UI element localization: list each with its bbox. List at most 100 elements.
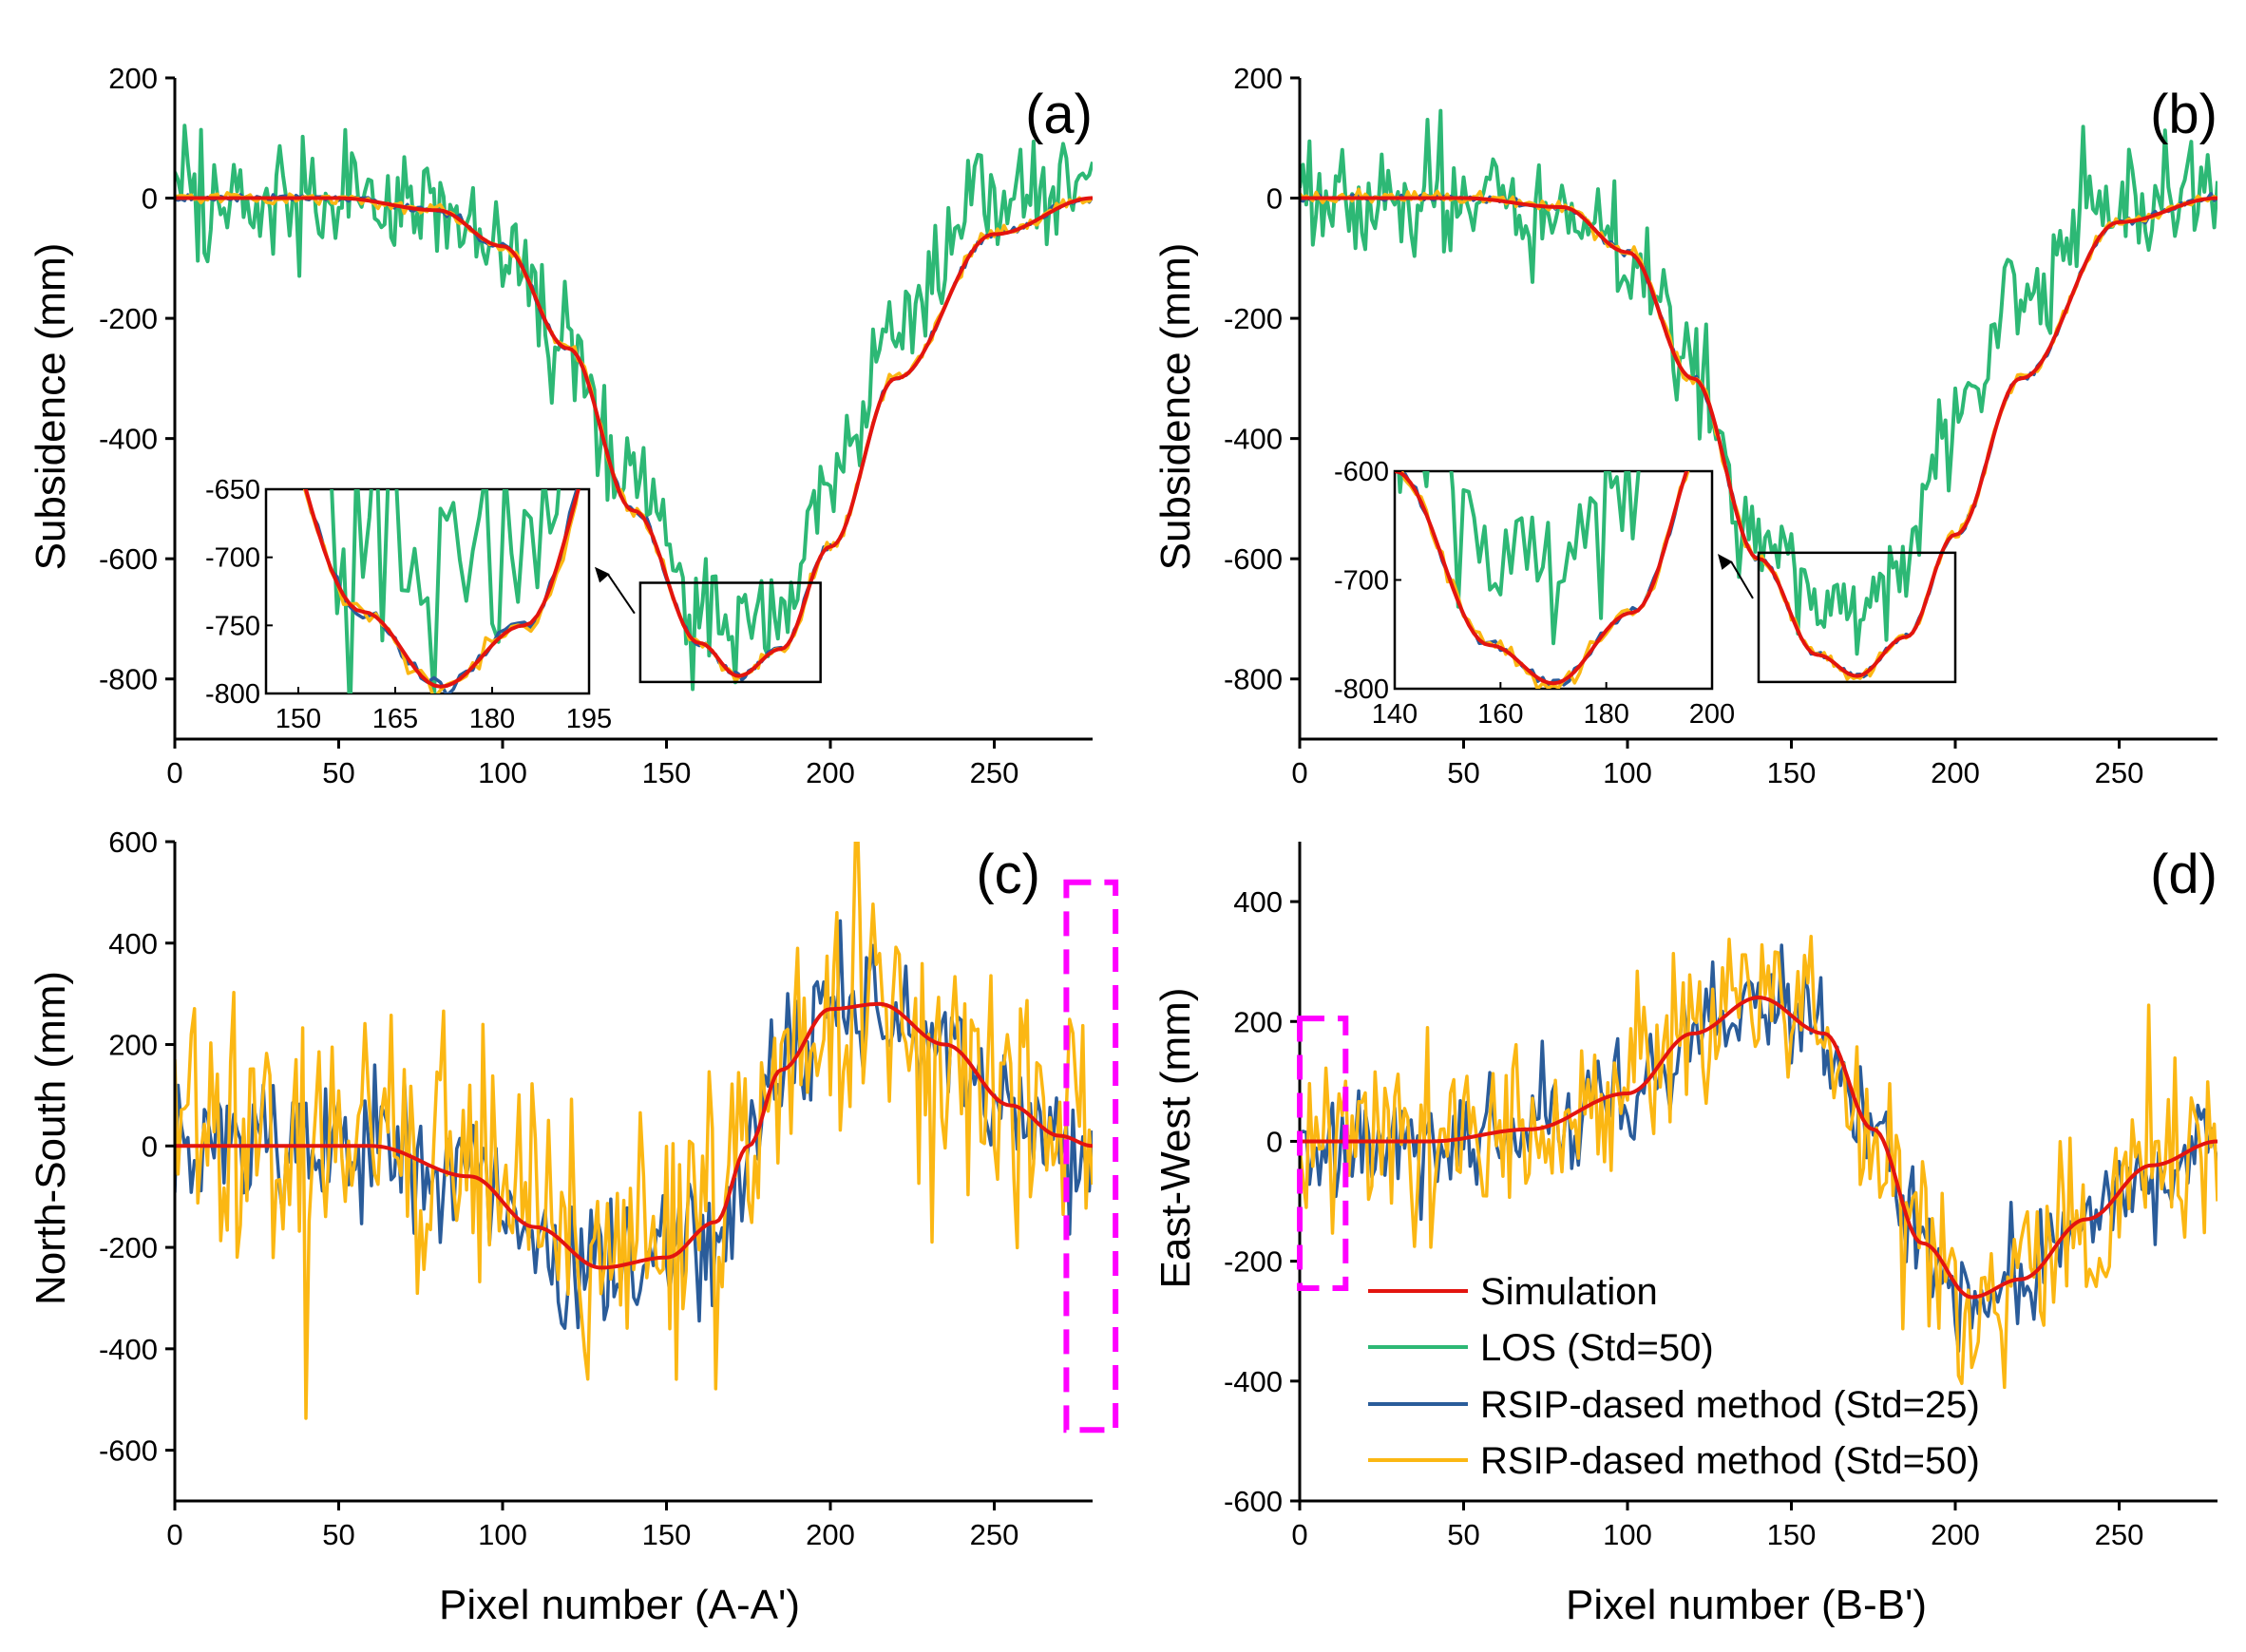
x-tick-label-a-100: 100	[478, 756, 527, 789]
x-tick-label-d-50: 50	[1447, 1518, 1479, 1551]
panel-d-plot	[1298, 842, 2217, 1503]
y-tick-label-b--200: -200	[1224, 302, 1283, 335]
inset-series-los-a	[330, 489, 562, 693]
legend-label-simulation: Simulation	[1480, 1271, 1658, 1313]
x-tick-label-a-50: 50	[322, 756, 354, 789]
inset-frame-b	[1393, 469, 1714, 691]
x-tick-label-a-200: 200	[806, 756, 855, 789]
highlight-box-d	[1297, 1016, 1349, 1292]
x-tick-label-b-200: 200	[1931, 756, 1980, 789]
panel-d-ticks: 0 50 100 150 200 250 400 200 0 -200 -400 -600	[1224, 885, 2143, 1551]
x-tick-label-d-200: 200	[1931, 1518, 1980, 1551]
y-tick-label-c--600: -600	[99, 1434, 158, 1468]
inset-arrow-head-a	[595, 566, 610, 583]
panel-d-label: (d)	[2150, 844, 2217, 905]
panel-d-series	[1300, 934, 2217, 1390]
y-tick-label-c-0: 0	[142, 1130, 158, 1163]
x-tick-label-c-200: 200	[806, 1518, 855, 1551]
y-tick-label-b--400: -400	[1224, 423, 1283, 456]
highlight-box-c	[1063, 879, 1119, 1434]
panel-d-xlabel: Pixel number (B-B')	[1566, 1582, 1927, 1628]
inset-x-tick-label-a-150: 150	[276, 704, 321, 734]
inset-frame-a	[264, 487, 591, 695]
panel-a-label: (a)	[1025, 84, 1093, 145]
x-tick-label-b-0: 0	[1291, 756, 1307, 789]
legend: Simulation LOS (Std=50) RSIP-dased metho…	[1368, 1271, 1980, 1482]
panel-b-ticks: 0 50 100 150 200 250 200 0 -200 -400 -600 -800	[1224, 62, 2143, 789]
inset-x-tick-label-b-200: 200	[1689, 699, 1735, 730]
y-tick-label-a--200: -200	[99, 302, 158, 335]
x-tick-label-a-250: 250	[970, 756, 1019, 789]
panel-a-plot	[173, 78, 1093, 741]
zoom-box-b	[1757, 551, 1957, 684]
inset-y-tick-label-a--700: -700	[205, 543, 260, 574]
y-tick-label-c--200: -200	[99, 1231, 158, 1264]
series-simulation-d	[1300, 996, 2217, 1300]
inset-y-tick-label-b--800: -800	[1334, 674, 1389, 705]
series-simulation-c	[175, 1001, 1093, 1270]
y-tick-label-b--600: -600	[1224, 542, 1283, 576]
panel-a-ticks: 0 50 100 150 200 250 200 0 -200 -400 -600 -800	[99, 62, 1018, 789]
inset-series-a	[302, 489, 581, 693]
panel-b-label: (b)	[2150, 84, 2217, 145]
inset-y-tick-label-a--750: -750	[205, 611, 260, 641]
x-tick-label-c-0: 0	[166, 1518, 182, 1551]
zoom-box-a	[638, 581, 822, 684]
panel-c-ylabel: North-South (mm)	[28, 971, 74, 1305]
y-tick-label-c-600: 600	[108, 826, 158, 859]
x-tick-label-d-100: 100	[1603, 1518, 1652, 1551]
y-tick-label-b--800: -800	[1224, 663, 1283, 696]
y-tick-label-a--600: -600	[99, 542, 158, 576]
y-tick-label-c--400: -400	[99, 1333, 158, 1366]
panel-d: 0 50 100 150 200 250 400 200 0 -200 -400 -600 (d) E…	[1152, 842, 2217, 1628]
y-tick-label-d--400: -400	[1224, 1365, 1283, 1398]
y-tick-label-c-200: 200	[108, 1029, 158, 1062]
panel-c: 0 50 100 150 200 250 600 400 200 0 -200 -400 -600 (c…	[28, 826, 1119, 1628]
x-tick-label-a-150: 150	[642, 756, 692, 789]
y-tick-label-b-0: 0	[1266, 182, 1283, 216]
x-tick-label-b-250: 250	[2095, 756, 2144, 789]
x-tick-label-c-150: 150	[642, 1518, 692, 1551]
panel-a-ylabel: Subsidence (mm)	[28, 243, 74, 571]
x-tick-label-b-100: 100	[1603, 756, 1652, 789]
series-rsip50-d	[1300, 934, 2217, 1390]
inset-arrow-line-a	[607, 574, 636, 615]
x-tick-label-c-100: 100	[478, 1518, 527, 1551]
inset-arrow-head-b	[1718, 554, 1733, 570]
y-tick-label-d--200: -200	[1224, 1245, 1283, 1279]
y-tick-label-a-200: 200	[108, 62, 158, 95]
inset-x-tick-label-a-165: 165	[372, 704, 418, 734]
y-tick-label-d-400: 400	[1233, 885, 1283, 919]
panel-c-label: (c)	[976, 844, 1040, 905]
inset-series-b	[1395, 471, 1690, 689]
y-tick-label-a--800: -800	[99, 663, 158, 696]
panel-b-ylabel: Subsidence (mm)	[1152, 243, 1199, 571]
inset-y-tick-label-b--600: -600	[1334, 457, 1389, 487]
panel-b-inset: 140 160 180 200 -600 -700 -800	[1334, 457, 1754, 730]
panel-a-series	[175, 123, 1093, 692]
inset-y-tick-label-a--800: -800	[205, 679, 260, 710]
y-tick-label-a--400: -400	[99, 423, 158, 456]
inset-x-tick-label-b-180: 180	[1583, 699, 1628, 730]
series-rsip50-c	[175, 842, 1093, 1420]
x-tick-label-d-250: 250	[2095, 1518, 2144, 1551]
panel-d-ylabel: East-West (mm)	[1152, 988, 1199, 1289]
inset-x-tick-label-a-195: 195	[566, 704, 612, 734]
panel-c-series	[175, 842, 1093, 1420]
y-tick-label-d--600: -600	[1224, 1485, 1283, 1518]
x-tick-label-b-50: 50	[1447, 756, 1479, 789]
x-tick-label-a-0: 0	[166, 756, 182, 789]
inset-series-simulation-a	[303, 489, 581, 689]
y-tick-label-b-200: 200	[1233, 62, 1283, 95]
inset-y-tick-label-b--700: -700	[1334, 566, 1389, 597]
inset-arrow-line-b	[1730, 560, 1754, 599]
x-tick-label-c-50: 50	[322, 1518, 354, 1551]
x-tick-label-b-150: 150	[1767, 756, 1817, 789]
y-tick-label-a-0: 0	[142, 182, 158, 216]
inset-x-tick-label-b-140: 140	[1372, 699, 1418, 730]
panel-c-plot	[173, 842, 1093, 1503]
panel-c-ticks: 0 50 100 150 200 250 600 400 200 0 -200 -400 -600	[99, 826, 1018, 1551]
